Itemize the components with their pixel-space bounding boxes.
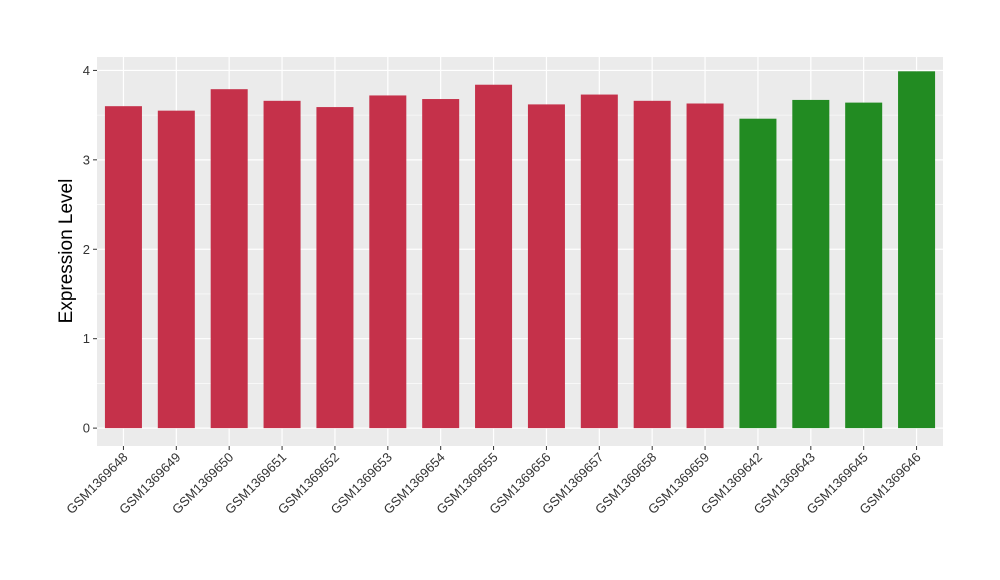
y-tick-label: 4 [83,63,90,78]
y-tick-label: 3 [83,152,90,167]
bar-GSM1369656 [527,104,565,429]
bar-GSM1369654 [422,99,460,429]
bar-GSM1369655 [475,84,513,429]
y-tick-label: 2 [83,242,90,257]
y-tick-label: 0 [83,421,90,436]
bar-GSM1369648 [104,106,142,429]
y-axis-title: Expression Level [56,179,77,324]
bar-GSM1369658 [633,100,671,429]
x-axis: GSM1369648GSM1369649GSM1369650GSM1369651… [63,446,924,517]
y-tick-label: 1 [83,331,90,346]
bar-GSM1369643 [792,99,830,429]
bar-GSM1369650 [210,89,248,429]
bars [104,71,936,429]
bar-GSM1369649 [157,110,195,429]
bar-GSM1369657 [580,94,618,429]
bar-GSM1369653 [369,95,407,429]
bar-GSM1369642 [739,118,777,429]
y-axis: 0 1 2 3 4 [83,63,97,436]
bar-GSM1369646 [898,71,936,429]
bar-GSM1369652 [316,107,354,429]
bar-GSM1369651 [263,100,301,429]
bar-GSM1369659 [686,103,724,429]
bar-GSM1369645 [845,102,883,429]
